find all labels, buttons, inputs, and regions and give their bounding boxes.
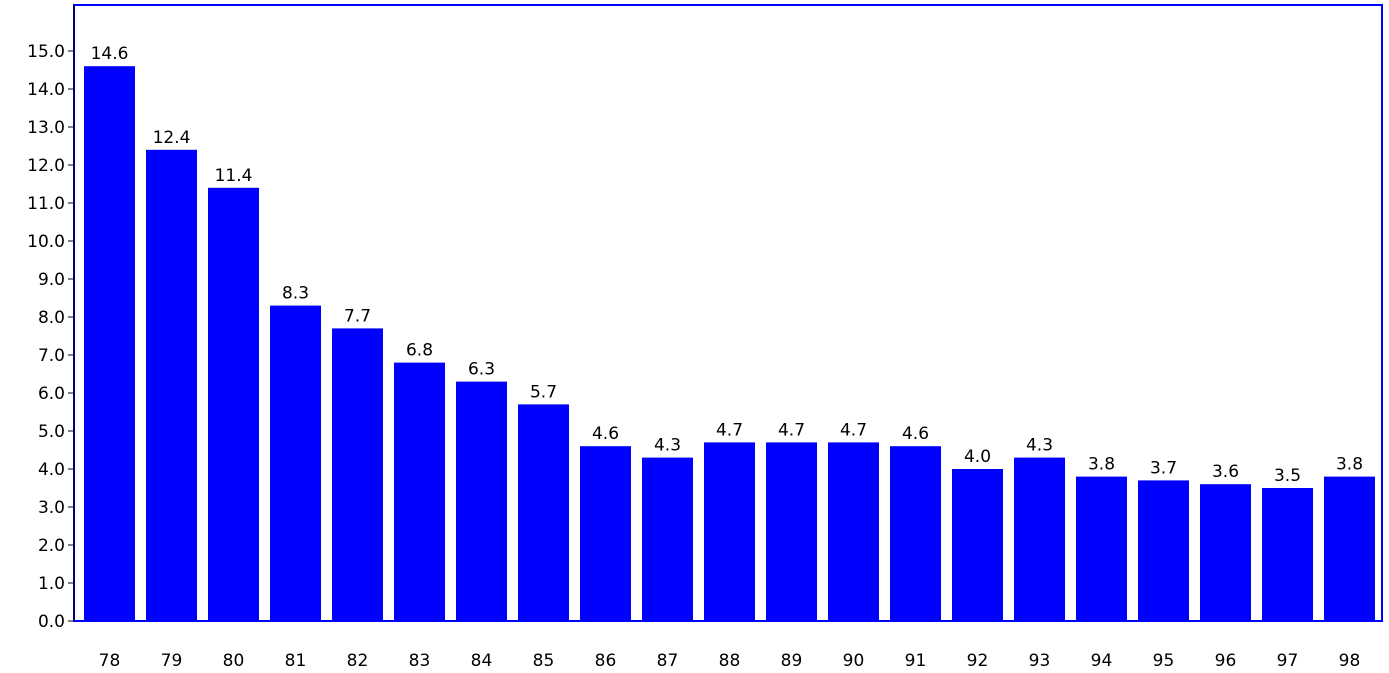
bar-value-label: 4.3 (654, 436, 681, 456)
bar-value-label: 8.3 (282, 284, 309, 304)
bar (890, 446, 941, 621)
x-category-label: 79 (161, 651, 183, 671)
x-category-label: 88 (719, 651, 741, 671)
y-tick-label: 6.0 (38, 384, 65, 404)
x-axis-labels: 78 79 80 81 82 83 84 85 86 87 88 89 90 91 92 93 94 95 96 97… (99, 651, 1361, 671)
x-category-label: 94 (1091, 651, 1113, 671)
x-category-label: 85 (533, 651, 555, 671)
y-tick-label: 4.0 (38, 460, 65, 480)
y-tick-label: 3.0 (38, 498, 65, 518)
bar (828, 442, 879, 621)
bar (952, 469, 1003, 621)
x-category-label: 95 (1153, 651, 1175, 671)
bar-value-label: 7.7 (344, 306, 371, 326)
x-category-label: 91 (905, 651, 927, 671)
x-category-label: 86 (595, 651, 617, 671)
bar-value-label: 14.6 (91, 44, 129, 64)
bar-value-label: 6.3 (468, 360, 495, 380)
x-category-label: 78 (99, 651, 121, 671)
y-tick-label: 11.0 (27, 194, 65, 214)
x-category-label: 84 (471, 651, 493, 671)
bar (518, 404, 569, 621)
bar (146, 149, 197, 622)
bar (1324, 476, 1375, 621)
x-category-label: 83 (409, 651, 431, 671)
x-category-label: 98 (1339, 651, 1361, 671)
x-category-label: 90 (843, 651, 865, 671)
bar (84, 66, 135, 621)
x-category-label: 80 (223, 651, 245, 671)
y-tick-label: 10.0 (27, 232, 65, 252)
bar-value-label: 6.8 (406, 341, 433, 361)
bar (394, 362, 445, 621)
bar (1076, 476, 1127, 621)
y-tick-label: 0.0 (38, 612, 65, 632)
bar (270, 305, 321, 621)
bar (1200, 484, 1251, 621)
bar-value-label: 3.8 (1088, 455, 1115, 475)
y-tick-label: 14.0 (27, 80, 65, 100)
x-category-label: 82 (347, 651, 369, 671)
y-tick-label: 12.0 (27, 156, 65, 176)
y-tick-label: 1.0 (38, 574, 65, 594)
y-tick-label: 2.0 (38, 536, 65, 556)
bar-value-label: 5.7 (530, 382, 557, 402)
bar-value-label: 4.0 (964, 447, 991, 467)
bar-value-label: 4.7 (716, 420, 743, 440)
bar-value-label: 4.7 (840, 420, 867, 440)
x-category-label: 96 (1215, 651, 1237, 671)
bar (1014, 457, 1065, 621)
bar-value-label: 12.4 (153, 128, 191, 148)
x-category-label: 89 (781, 651, 803, 671)
y-tick-label: 15.0 (27, 42, 65, 62)
y-tick-label: 8.0 (38, 308, 65, 328)
x-category-label: 93 (1029, 651, 1051, 671)
bar-value-label: 4.6 (592, 424, 619, 444)
bar-value-label: 11.4 (215, 166, 253, 186)
bar-value-label: 4.6 (902, 424, 929, 444)
bar (704, 442, 755, 621)
x-category-label: 97 (1277, 651, 1299, 671)
bar-series (84, 66, 1375, 622)
bar-value-label: 3.7 (1150, 458, 1177, 478)
bar (642, 457, 693, 621)
bar-value-label: 3.8 (1336, 455, 1363, 475)
data-labels: 14.6 12.4 11.4 8.3 7.7 6.8 6.3 5.7 4.6 4.3 4.7 4.7 4… (91, 44, 1363, 486)
y-tick-label: 7.0 (38, 346, 65, 366)
bar (208, 187, 259, 622)
x-category-label: 92 (967, 651, 989, 671)
y-axis-ticks: 0.0 1.0 2.0 3.0 4.0 5.0 6.0 7.0 8.0 9.0 10.0 11.0 12… (27, 42, 74, 632)
y-tick-label: 5.0 (38, 422, 65, 442)
bar-value-label: 4.7 (778, 420, 805, 440)
x-category-label: 81 (285, 651, 307, 671)
y-tick-label: 13.0 (27, 118, 65, 138)
x-category-label: 87 (657, 651, 679, 671)
bar (456, 381, 507, 621)
bar (1262, 488, 1313, 621)
bar (1138, 480, 1189, 621)
bar-value-label: 3.6 (1212, 462, 1239, 482)
bar (332, 328, 383, 621)
y-tick-label: 9.0 (38, 270, 65, 290)
bar (580, 446, 631, 621)
bar-value-label: 4.3 (1026, 436, 1053, 456)
bar (766, 442, 817, 621)
bar-value-label: 3.5 (1274, 466, 1301, 486)
